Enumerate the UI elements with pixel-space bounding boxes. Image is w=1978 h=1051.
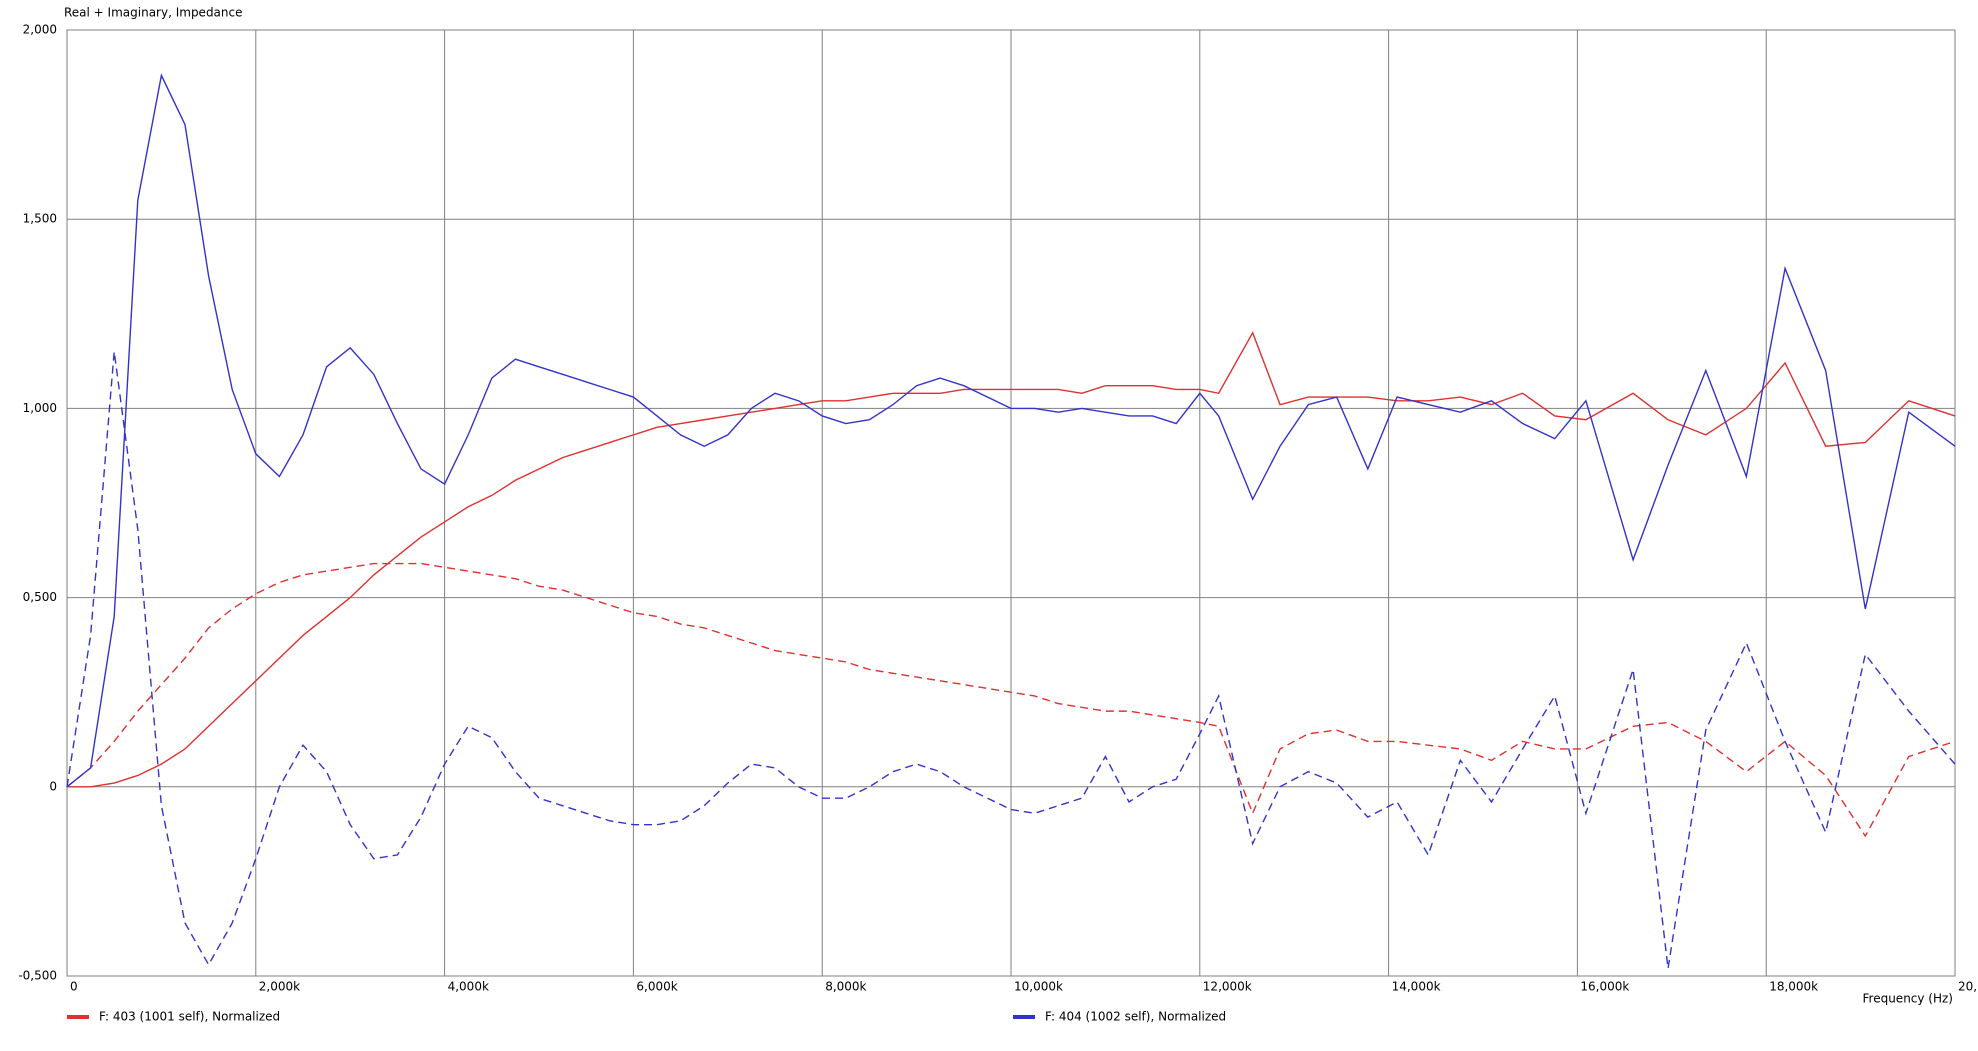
legend-swatch xyxy=(67,1015,89,1019)
x-tick-label: 20,000k xyxy=(1958,980,1978,994)
plot-frame xyxy=(66,29,1956,977)
y-tick-label: 0 xyxy=(49,779,57,793)
legend-label: F: 403 (1001 self), Normalized xyxy=(99,1010,280,1024)
legend-label: F: 404 (1002 self), Normalized xyxy=(1045,1010,1226,1024)
imaginary-line xyxy=(66,562,1956,838)
x-tick-label: 8,000k xyxy=(825,980,866,994)
x-tick-label: 4,000k xyxy=(448,980,489,994)
real-line xyxy=(67,331,1956,788)
imaginary-line xyxy=(66,351,1956,969)
x-tick-label: 2,000k xyxy=(259,980,300,994)
legend-swatch xyxy=(1013,1015,1035,1019)
y-tick-label: 2,000 xyxy=(23,23,57,37)
y-tick-label: 0,500 xyxy=(23,590,57,604)
y-tick-label: 1,500 xyxy=(23,212,57,226)
x-tick-label: 18,000k xyxy=(1769,980,1818,994)
x-tick-label: 6,000k xyxy=(636,980,677,994)
chart-title: Real + Imaginary, Impedance xyxy=(64,6,243,20)
y-tick-label: -0,500 xyxy=(18,969,57,983)
x-tick-label: 12,000k xyxy=(1203,980,1252,994)
x-tick-label: 14,000k xyxy=(1392,980,1441,994)
x-tick-label: 10,000k xyxy=(1014,980,1063,994)
x-tick-label: 0 xyxy=(70,980,78,994)
x-tick-label: 16,000k xyxy=(1580,980,1629,994)
real-line xyxy=(66,73,1956,788)
x-axis-label: Frequency (Hz) xyxy=(1863,992,1954,1006)
y-tick-label: 1,000 xyxy=(23,401,57,415)
